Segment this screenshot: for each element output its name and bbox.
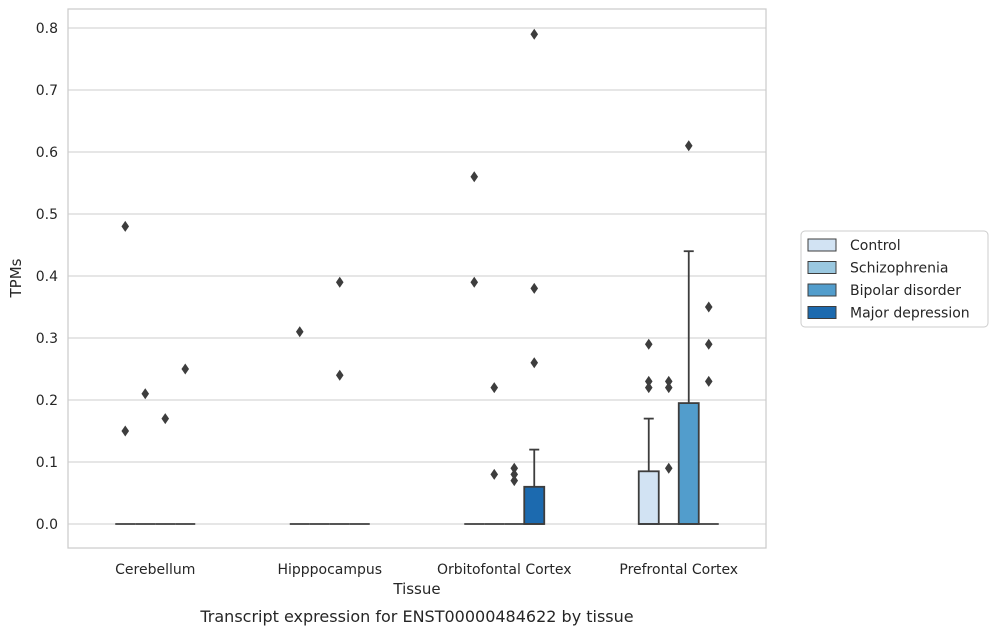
outlier-point (510, 468, 519, 480)
y-tick-label: 0.5 (36, 207, 58, 223)
outlier-point (470, 171, 479, 183)
y-tick-label: 0.7 (36, 83, 58, 99)
y-tick-label: 0.3 (36, 331, 58, 347)
outlier-point (704, 338, 713, 350)
outlier-point (121, 220, 130, 232)
legend-frame (800, 230, 989, 328)
y-axis-label: TPMs (7, 258, 25, 298)
outlier-point (490, 468, 499, 480)
outlier-point (644, 338, 653, 350)
x-tick-label: Prefrontal Cortex (619, 562, 738, 578)
box-major-depression (523, 448, 546, 525)
outlier-point (664, 382, 673, 394)
box-body (523, 485, 546, 525)
y-tick-label: 0.4 (36, 269, 58, 285)
legend-swatch (807, 306, 837, 319)
outlier-point (530, 357, 539, 369)
box-bipolar-disorder (677, 250, 700, 525)
legend-swatch (807, 238, 837, 252)
legend-label: Major depression (850, 306, 970, 322)
outlier-point (704, 375, 713, 387)
outlier-point (644, 375, 653, 387)
box-body (677, 402, 700, 525)
y-tick-label: 0.0 (36, 517, 58, 533)
outlier-point (161, 413, 170, 425)
outlier-point (141, 388, 150, 400)
outlier-point (510, 475, 519, 487)
outlier-point (530, 282, 539, 294)
box-body (637, 470, 660, 525)
legend-label: Schizophrenia (850, 261, 948, 277)
outlier-point (664, 462, 673, 474)
box-control (637, 417, 660, 525)
y-tick-label: 0.6 (36, 145, 58, 161)
outlier-point (181, 363, 190, 375)
x-tick-label: Cerebellum (115, 562, 195, 578)
x-tick-label: Orbitofontal Cortex (437, 562, 572, 578)
outlier-point (335, 276, 344, 288)
y-gridlines (68, 27, 766, 525)
outlier-point (510, 462, 519, 474)
chart-caption: Transcript expression for ENST0000048462… (199, 607, 633, 626)
outlier-point (664, 375, 673, 387)
y-tick-label: 0.8 (36, 21, 58, 37)
legend-swatch (807, 283, 837, 297)
outlier-point (644, 382, 653, 394)
y-tick-label: 0.2 (36, 393, 58, 409)
outlier-point (470, 276, 479, 288)
outlier-point (684, 140, 693, 152)
outlier-point (121, 425, 130, 437)
plot-frame (67, 8, 767, 549)
outlier-point (704, 301, 713, 313)
x-tick-label: Hipppocampus (277, 562, 382, 578)
boxes (115, 250, 719, 525)
x-tick-labels: Cerebellum Hipppocampus Orbitofontal Corte… (115, 562, 738, 578)
outlier-point (530, 28, 539, 40)
x-axis-label: Tissue (392, 580, 440, 598)
y-tick-labels: 0.0 0.1 0.2 0.3 0.4 0.5 0.6 0.7 0.8 (36, 21, 58, 533)
outlier-point (490, 382, 499, 394)
legend-swatch (807, 261, 837, 274)
outlier-points (121, 28, 713, 487)
legend-label: Bipolar disorder (850, 283, 961, 299)
legend: Control Schizophrenia Bipolar disorder Majo… (800, 230, 989, 328)
legend-label: Control (850, 238, 901, 254)
outlier-point (335, 369, 344, 381)
y-tick-label: 0.1 (36, 455, 58, 471)
outlier-point (295, 326, 304, 338)
